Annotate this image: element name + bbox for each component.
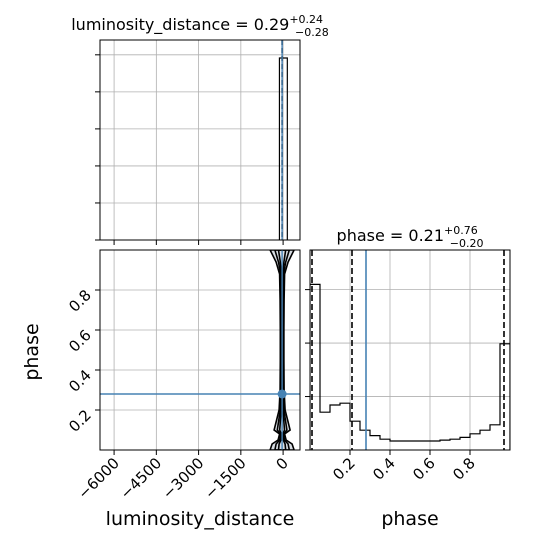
right-grid bbox=[310, 250, 510, 450]
phase-histogram-step bbox=[310, 283, 510, 450]
joint-contour-panel: −6000−4500−3000−1500 0 0.2 0.4 0.6 0.8 lumin… bbox=[21, 249, 301, 530]
mid-y-tick-label: 0.4 bbox=[65, 366, 95, 396]
right-x-tick-label: 0.2 bbox=[329, 454, 359, 484]
right-reference-lines bbox=[311, 250, 505, 450]
mid-x-tick-label: −4500 bbox=[117, 454, 166, 503]
title-param: luminosity_distance bbox=[71, 15, 230, 35]
mid-frame bbox=[99, 249, 301, 451]
title-eq: = bbox=[385, 226, 409, 245]
y-axis-label-phase: phase bbox=[21, 323, 43, 380]
mid-x-tick-label: −6000 bbox=[74, 454, 123, 503]
top-grid bbox=[100, 40, 300, 240]
right-y-ticks bbox=[305, 289, 310, 451]
mid-x-tick-label: 0 bbox=[272, 454, 291, 473]
phase-histogram bbox=[310, 283, 510, 450]
phase-title: phase = 0.21+0.76 −0.20 bbox=[337, 224, 484, 250]
mid-truth-lines bbox=[100, 250, 300, 450]
mid-y-tick-label: 0.6 bbox=[65, 326, 95, 356]
mid-y-tick-label: 0.8 bbox=[65, 286, 95, 316]
title-minus: −0.20 bbox=[450, 237, 484, 250]
truth-marker bbox=[277, 389, 287, 399]
luminosity-distance-histogram-panel: luminosity_distance = 0.29+0.24 −0.28 bbox=[71, 13, 329, 245]
x-axis-label-luminosity: luminosity_distance bbox=[106, 508, 295, 530]
right-x-ticks: 0.2 0.4 0.6 0.8 bbox=[329, 450, 479, 484]
title-eq: = bbox=[230, 15, 254, 34]
right-x-tick-label: 0.8 bbox=[449, 454, 479, 484]
title-plus: +0.24 bbox=[289, 13, 323, 26]
title-plus: +0.76 bbox=[444, 224, 478, 237]
mid-x-ticks: −6000−4500−3000−1500 0 bbox=[74, 450, 292, 503]
right-frame bbox=[309, 249, 511, 451]
title-value: 0.21 bbox=[408, 226, 444, 245]
x-axis-label-phase: phase bbox=[381, 508, 438, 530]
title-param: phase bbox=[337, 226, 385, 245]
mid-x-tick-label: −3000 bbox=[159, 454, 208, 503]
contour-level bbox=[277, 250, 287, 450]
contour-level bbox=[274, 250, 291, 450]
mid-y-tick-label: 0.2 bbox=[65, 406, 95, 436]
top-frame bbox=[99, 39, 301, 241]
luminosity-distance-title: luminosity_distance = 0.29+0.24 −0.28 bbox=[71, 13, 329, 39]
top-ticks bbox=[95, 54, 284, 245]
title-minus: −0.28 bbox=[295, 26, 329, 39]
title-value: 0.29 bbox=[254, 15, 290, 34]
right-x-tick-label: 0.4 bbox=[369, 454, 399, 484]
mid-x-tick-label: −1500 bbox=[201, 454, 250, 503]
top-histogram bbox=[278, 57, 288, 240]
right-x-tick-label: 0.6 bbox=[409, 454, 439, 484]
mid-y-ticks: 0.2 0.4 0.6 0.8 bbox=[65, 286, 100, 436]
top-histogram-bar bbox=[278, 57, 288, 240]
phase-histogram-panel: 0.2 0.4 0.6 0.8 phase = 0.21+0.76 −0.20 phas… bbox=[305, 224, 511, 530]
mid-grid bbox=[100, 250, 300, 450]
